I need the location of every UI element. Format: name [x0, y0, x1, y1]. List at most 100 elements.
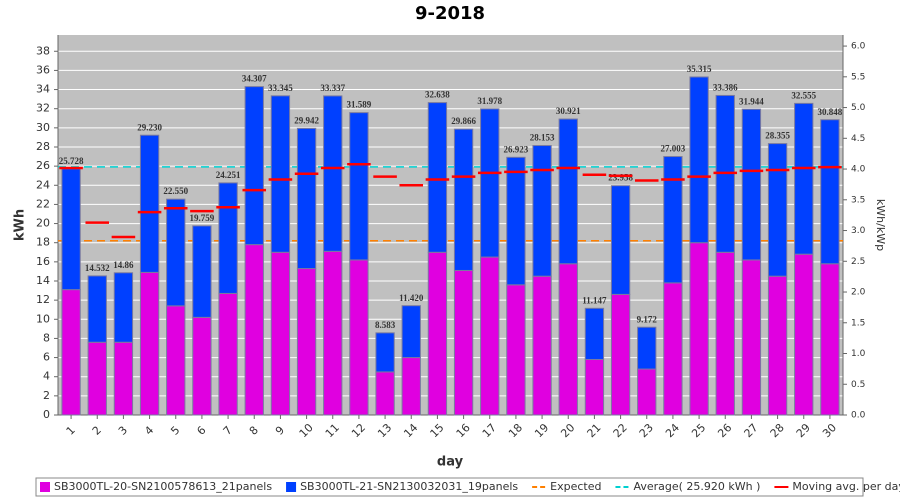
x-tick-label: 27 [742, 421, 761, 440]
y2-tick-label: 0.0 [851, 411, 866, 421]
x-tick-label: 4 [142, 424, 156, 438]
bar-segment [689, 76, 709, 244]
y2-tick-label: 5.0 [851, 103, 866, 113]
y2-tick-label: 3.0 [851, 226, 866, 236]
legend-label: Expected [550, 480, 601, 493]
total-label: 9.172 [637, 314, 658, 324]
y-tick-label: 32 [36, 102, 50, 115]
x-tick-label: 30 [820, 421, 839, 440]
total-label: 14.532 [85, 263, 110, 273]
bar-segment [427, 251, 448, 416]
y2-tick-label: 0.5 [851, 380, 865, 390]
total-label: 11.147 [582, 295, 607, 305]
total-label: 23.958 [608, 173, 633, 183]
legend [35, 477, 864, 497]
bar-segment [113, 341, 134, 416]
bar-segment [166, 198, 186, 307]
x-tick-label: 26 [715, 421, 734, 440]
y-tick-label: 2 [43, 389, 50, 402]
legend-label: Moving avg. per day. [792, 480, 900, 493]
y-tick-label: 26 [36, 159, 50, 172]
bar-segment [139, 134, 160, 273]
bar-segment [820, 119, 840, 265]
total-label: 32.638 [425, 90, 450, 100]
bar-segment [323, 250, 343, 416]
bar-segment [637, 368, 657, 416]
y-tick-label: 38 [36, 44, 50, 57]
bar-segment [794, 102, 814, 255]
x-tick-label: 16 [454, 421, 473, 440]
y-tick-label: 28 [36, 140, 50, 153]
total-label: 28.355 [765, 131, 790, 141]
y-tick-label: 20 [36, 217, 50, 230]
y2-tick-label: 3.5 [851, 195, 865, 205]
bar-segment [270, 95, 291, 253]
bar-segment [663, 282, 683, 416]
x-tick-label: 23 [637, 421, 656, 440]
legend-label: SB3000TL-20-SN2100578613_21panels [54, 480, 272, 493]
total-label: 32.555 [791, 90, 816, 100]
bar-segment [532, 145, 552, 277]
bar-segment [349, 112, 369, 261]
bar-segment [218, 182, 238, 294]
y-axis-title: kWh [13, 209, 28, 241]
x-tick-label: 28 [768, 421, 787, 440]
y2-tick-label: 4.5 [851, 134, 865, 144]
x-tick-label: 2 [90, 424, 104, 438]
bar-segment [480, 108, 500, 258]
bar-segment [270, 251, 291, 416]
total-label: 33.345 [268, 83, 293, 93]
total-label: 29.942 [294, 115, 319, 125]
bar-segment [767, 143, 788, 277]
bar-segment [349, 259, 369, 416]
bar-segment [794, 253, 814, 416]
legend-label: SB3000TL-21-SN2130032031_19panels [300, 480, 518, 493]
x-tick-label: 6 [194, 424, 208, 438]
bar-segment [584, 307, 605, 360]
bar-segment [166, 305, 186, 416]
legend-swatch [286, 482, 297, 492]
bar-segment [192, 225, 212, 318]
y-tick-label: 0 [43, 408, 50, 421]
y-tick-label: 8 [43, 331, 50, 344]
bar-segment [61, 289, 81, 416]
bar-segment [192, 316, 212, 416]
x-tick-label: 10 [297, 421, 316, 440]
total-label: 31.589 [347, 100, 372, 110]
bar-segment [87, 275, 107, 343]
total-label: 34.307 [242, 74, 267, 84]
bar-segment [506, 284, 526, 416]
bar-segment [689, 242, 709, 416]
total-label: 29.866 [451, 116, 476, 126]
x-tick-label: 1 [64, 424, 78, 438]
total-label: 31.944 [739, 96, 764, 106]
y2-tick-label: 6.0 [851, 42, 866, 52]
x-tick-label: 18 [506, 421, 525, 440]
total-label: 24.251 [216, 170, 241, 180]
bar-segment [584, 358, 605, 416]
bar-segment [453, 269, 474, 416]
y-tick-label: 34 [36, 83, 50, 96]
bar-segment [715, 251, 735, 416]
y-tick-label: 18 [36, 236, 50, 249]
bar-segment [244, 244, 264, 416]
total-label: 25.728 [59, 156, 84, 166]
chart-title: 9-2018 [415, 3, 485, 24]
x-tick-label: 25 [689, 421, 708, 440]
bar-segment [453, 128, 474, 271]
plot-area [58, 35, 843, 415]
y2-tick-label: 1.5 [851, 318, 865, 328]
bar-segment [113, 272, 134, 343]
y-tick-label: 10 [36, 312, 50, 325]
total-label: 27.003 [661, 144, 686, 154]
y-tick-label: 14 [36, 274, 50, 287]
total-label: 33.337 [320, 83, 345, 93]
bar-segment [87, 341, 107, 416]
y-tick-label: 30 [36, 121, 50, 134]
x-tick-label: 9 [273, 424, 287, 438]
bar-segment [558, 118, 578, 265]
bar-segment [741, 108, 762, 261]
x-tick-label: 13 [375, 421, 394, 440]
total-label: 28.153 [530, 133, 555, 143]
